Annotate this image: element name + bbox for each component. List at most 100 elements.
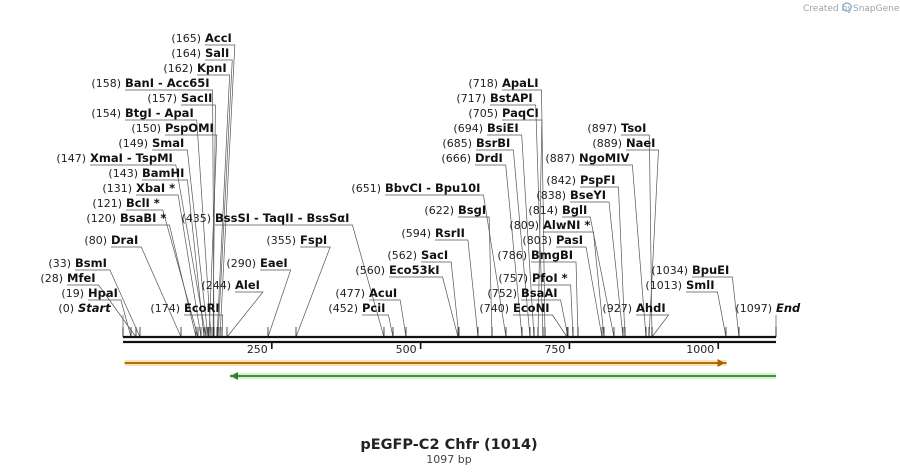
site-sali[interactable]: (164) SalI [171,46,233,338]
green-feature[interactable] [230,372,776,380]
site-position: (757) [498,272,528,285]
site-leader [490,104,544,338]
site-name: SacI [421,248,448,262]
site-pcii[interactable]: (452) PciI [328,301,394,338]
site-mfei[interactable]: (28) MfeI [40,271,137,338]
site-position: (435) [181,212,211,225]
site-position: (838) [536,189,566,202]
site-rsrii[interactable]: (594) RsrII [401,226,479,338]
site-position: (560) [355,264,385,277]
site-bsiei[interactable]: (694) BsiEI [453,121,535,338]
site-bsssi[interactable]: (435) BssSI - TaqII - BssSαI [181,211,385,338]
site-pasi[interactable]: (803) PasI [522,233,603,338]
site-eco53ki[interactable]: (560) Eco53kI [355,263,459,338]
site-name: Eco53kI [389,263,440,277]
site-bmgbi[interactable]: (786) BmgBI [497,248,579,338]
site-leader [389,276,459,338]
site-bsrbi[interactable]: (685) BsrBI [442,136,531,338]
site-name: Start [78,301,111,315]
site-name: FspI [300,233,327,247]
site-position: (622) [424,204,454,217]
site-name: DraI [111,233,138,247]
site-leader [142,179,205,338]
site-ngomiv[interactable]: (887) NgoMIV [545,151,647,338]
site-apali[interactable]: (718) ApaLI [468,76,546,338]
site-bstapi[interactable]: (717) BstAPI [456,91,544,338]
green-feature-arrowhead [231,372,238,380]
site-bpuei[interactable]: (1034) BpuEI [651,263,740,338]
site-position: (121) [92,197,122,210]
site-eaei[interactable]: (290) EaeI [226,256,292,338]
site-btgi[interactable]: (154) BtgI - ApaI [91,106,212,338]
site-bamhi[interactable]: (143) BamHI [108,166,205,338]
site-end[interactable]: (1097) End [735,301,801,337]
site-econi[interactable]: (740) EcoNI [479,301,568,338]
site-position: (889) [592,137,622,150]
site-bsabi[interactable]: (120) BsaBI * [86,211,197,338]
site-bsaai[interactable]: (752) BsaAI [487,286,569,338]
site-name: RsrII [435,226,465,240]
site-position: (562) [387,249,417,262]
site-name: PspOMI [165,121,214,135]
site-paqci[interactable]: (705) PaqCI [468,106,543,338]
site-position: (157) [147,92,177,105]
site-bsgi[interactable]: (622) BsgI [424,203,493,338]
map-length: 1097 bp [426,453,471,466]
site-acci[interactable]: (165) AccI [171,31,236,338]
site-name: HpaI [88,286,118,300]
site-sacii[interactable]: (157) SacII [147,91,216,338]
site-name: MfeI [67,271,96,285]
site-leader [120,224,197,338]
site-leader [692,276,740,338]
site-kpni[interactable]: (162) KpnI [163,61,230,338]
site-drdi[interactable]: (666) DrdI [441,151,523,338]
site-alei[interactable]: (244) AleI [201,278,264,338]
site-pspfi[interactable]: (842) PspFI [546,173,626,338]
site-fspi[interactable]: (355) FspI [266,233,331,338]
site-start[interactable]: (0) Start [58,301,124,337]
site-pfoi[interactable]: (757) PfoI * [498,271,574,338]
site-name: PasI [556,233,583,247]
site-leader [260,269,292,338]
site-leader [686,291,727,338]
site-bsmi[interactable]: (33) BsmI [48,256,141,338]
site-position: (477) [335,287,365,300]
site-bani[interactable]: (158) BanI - Acc65I [91,76,215,338]
scale-label-750: 750 [544,343,565,356]
site-bbvci[interactable]: (651) BbvCI - Bpu10I [351,181,507,338]
site-leader [90,164,207,338]
site-position: (651) [351,182,381,195]
site-position: (154) [91,107,121,120]
site-saci[interactable]: (562) SacI [387,248,460,338]
site-position: (143) [108,167,138,180]
snapgene-logo-icon [842,2,852,12]
site-position: (740) [479,302,509,315]
site-position: (147) [56,152,86,165]
site-acui[interactable]: (477) AcuI [335,286,407,338]
site-drai[interactable]: (80) DraI [84,233,182,338]
site-name: AcuI [369,286,397,300]
orange-feature[interactable] [124,359,727,367]
site-name: BsaBI * [120,211,166,225]
site-leader [521,299,569,338]
site-name: BmgBI [531,248,573,262]
site-name: EaeI [260,256,288,270]
site-smai[interactable]: (149) SmaI [118,136,209,338]
site-ecori[interactable]: (174) EcoRI [150,301,224,338]
site-leader [570,201,624,338]
site-position: (150) [131,122,161,135]
site-xmai[interactable]: (147) XmaI - TspMI [56,151,207,338]
site-naei[interactable]: (889) NaeI [592,136,659,338]
site-name: PaqCI [502,106,539,120]
site-bseyi[interactable]: (838) BseYI [536,188,624,338]
site-leader [513,314,568,338]
site-name: ApaLI [502,76,539,90]
site-hpai[interactable]: (19) HpaI [61,286,132,338]
site-ahdi[interactable]: (927) AhdI [602,301,670,338]
site-pspomi[interactable]: (150) PspOMI [131,121,218,338]
site-smli[interactable]: (1013) SmlI [645,278,727,338]
site-leader [152,149,209,338]
site-leader [502,89,546,338]
site-bgli[interactable]: (814) BglI [528,203,615,338]
site-xbai[interactable]: (131) XbaI * [102,181,202,338]
